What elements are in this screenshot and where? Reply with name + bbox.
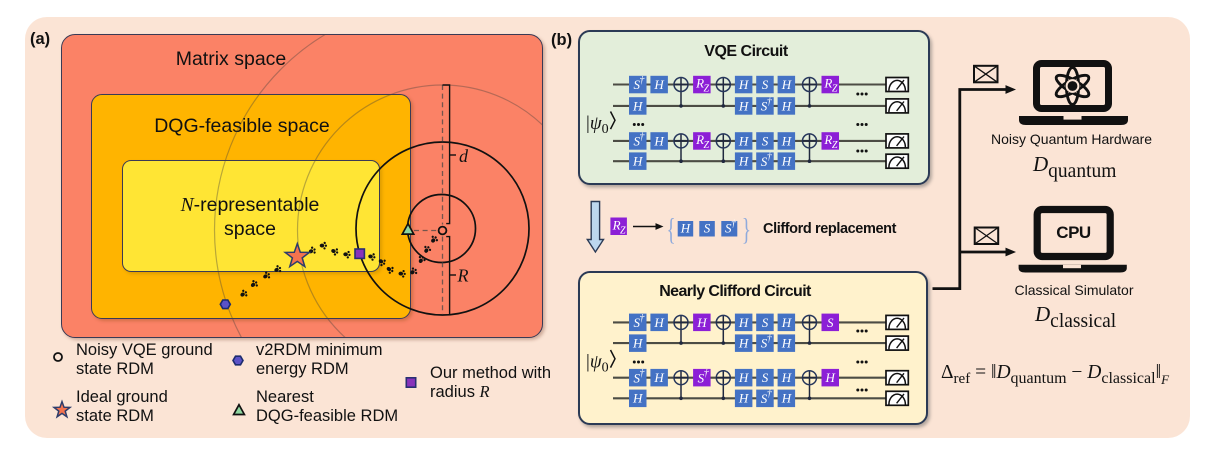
svg-text:S: S [762,133,769,148]
svg-text:H: H [738,98,749,113]
svg-text:Z: Z [704,84,710,95]
svg-text:H: H [632,391,643,406]
svg-text:Z: Z [704,140,710,151]
svg-text:†: † [767,96,773,107]
svg-text:†: † [767,152,773,163]
svg-text:S: S [827,315,834,330]
svg-text:S: S [761,154,768,169]
svg-text:H: H [781,391,792,406]
svg-text:R: R [695,76,704,91]
svg-text:R: R [612,218,621,233]
svg-text:H: H [738,154,749,169]
svg-text:†: † [767,389,773,400]
svg-text:S: S [761,99,768,114]
svg-text:S: S [633,77,640,92]
svg-text:R: R [823,132,832,147]
svg-text:H: H [781,133,792,148]
svg-text:S: S [633,315,640,330]
svg-text:H: H [632,336,643,351]
svg-text:†: † [767,334,773,345]
svg-text:Z: Z [832,84,838,95]
svg-text:S: S [762,370,769,385]
svg-text:|ψ0: |ψ0 [586,352,609,376]
svg-text:H: H [653,315,664,330]
svg-text:H: H [738,370,749,385]
svg-text:S: S [762,315,769,330]
svg-text:R: R [457,266,469,286]
svg-text:H: H [781,370,792,385]
svg-text:S: S [633,370,640,385]
svg-text:H: H [738,336,749,351]
svg-text:H: H [738,77,749,92]
svg-text:|ψ0: |ψ0 [586,113,609,137]
svg-text:R: R [823,76,832,91]
svg-text:H: H [781,77,792,92]
svg-text:H: H [632,98,643,113]
svg-text:H: H [738,133,749,148]
svg-text:†: † [639,368,645,379]
svg-text:H: H [781,336,792,351]
svg-text:d: d [459,146,469,166]
svg-text:H: H [653,133,664,148]
svg-text:H: H [653,370,664,385]
svg-text:H: H [781,315,792,330]
svg-text:†: † [731,218,737,229]
svg-text:Z: Z [832,140,838,151]
svg-text:S: S [761,391,768,406]
svg-text:H: H [738,391,749,406]
svg-text:H: H [653,77,664,92]
svg-text:H: H [632,154,643,169]
svg-text:S: S [633,134,640,149]
svg-text:S: S [761,336,768,351]
svg-text:H: H [680,221,691,236]
svg-text:H: H [738,315,749,330]
svg-text:S: S [762,77,769,92]
svg-text:H: H [825,370,836,385]
svg-text:H: H [696,315,707,330]
svg-text:†: † [639,75,645,86]
svg-text:†: † [639,313,645,324]
svg-text:S: S [704,221,711,236]
svg-text:Z: Z [620,226,626,237]
svg-text:H: H [781,98,792,113]
svg-text:H: H [781,154,792,169]
svg-text:S: S [698,370,705,385]
svg-text:†: † [639,131,645,142]
svg-text:{: { [742,212,751,247]
svg-text:R: R [695,132,704,147]
svg-text:†: † [704,368,710,379]
svg-text:{: { [667,212,676,247]
svg-text:S: S [725,221,732,236]
